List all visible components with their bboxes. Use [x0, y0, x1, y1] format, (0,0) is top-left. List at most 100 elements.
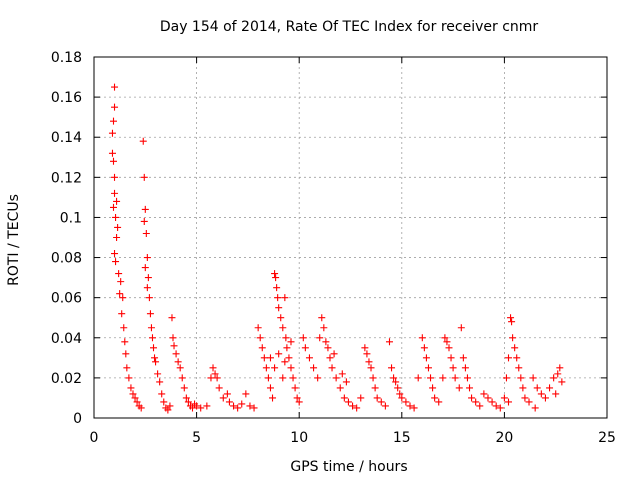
data-point: [281, 358, 289, 366]
x-tick-label: 25: [598, 430, 616, 446]
data-point: [330, 350, 338, 358]
data-point: [519, 384, 527, 392]
y-tick-label: 0.04: [51, 331, 82, 347]
y-tick-label: 0.06: [51, 291, 82, 307]
data-point: [500, 394, 508, 402]
data-point: [160, 398, 168, 406]
data-point: [406, 402, 414, 410]
data-point: [513, 354, 521, 362]
data-point: [369, 374, 377, 382]
data-point: [558, 378, 566, 386]
data-point: [554, 370, 562, 378]
data-point: [283, 344, 291, 352]
data-point: [112, 213, 120, 221]
data-point: [166, 402, 174, 410]
data-point: [250, 404, 258, 412]
data-point: [170, 342, 178, 350]
data-point: [505, 398, 513, 406]
data-point: [414, 374, 422, 382]
data-point: [293, 394, 301, 402]
data-point: [531, 404, 539, 412]
data-point: [353, 404, 361, 412]
data-point: [320, 324, 328, 332]
data-point: [332, 374, 340, 382]
data-point: [277, 314, 285, 322]
data-point: [139, 137, 147, 145]
data-point: [480, 390, 488, 398]
x-tick-label: 5: [192, 430, 201, 446]
data-point: [396, 390, 404, 398]
data-point: [427, 374, 435, 382]
data-point: [111, 250, 119, 258]
data-point: [264, 374, 272, 382]
data-point: [556, 364, 564, 372]
data-point: [443, 338, 451, 346]
data-point: [238, 400, 246, 408]
data-point: [492, 402, 500, 410]
data-point: [431, 394, 439, 402]
data-point: [148, 334, 156, 342]
data-point: [184, 398, 192, 406]
data-point: [340, 394, 348, 402]
chart-title: Day 154 of 2014, Rate Of TEC Index for r…: [160, 19, 539, 35]
data-point: [488, 398, 496, 406]
data-point: [418, 334, 426, 342]
data-point: [282, 334, 290, 342]
data-point: [109, 203, 117, 211]
y-tick-label: 0.18: [51, 50, 82, 66]
data-point: [533, 384, 541, 392]
data-point: [129, 390, 137, 398]
data-point: [435, 398, 443, 406]
data-point: [180, 384, 188, 392]
data-point: [113, 197, 121, 205]
data-point: [367, 364, 375, 372]
data-point: [279, 374, 287, 382]
data-point: [266, 384, 274, 392]
data-point: [207, 374, 215, 382]
data-point: [133, 398, 141, 406]
y-tick-label: 0: [73, 411, 82, 427]
data-point: [338, 370, 346, 378]
data-point: [310, 364, 318, 372]
data-point: [108, 149, 116, 157]
data-point: [141, 264, 149, 272]
data-point: [521, 394, 529, 402]
data-point: [140, 217, 148, 225]
data-point: [137, 404, 145, 412]
data-point: [262, 364, 270, 372]
data-point: [125, 374, 133, 382]
data-point: [256, 334, 264, 342]
data-point: [507, 314, 515, 322]
data-point: [388, 364, 396, 372]
y-tick-label: 0.02: [51, 371, 82, 387]
data-point: [377, 398, 385, 406]
data-point: [111, 103, 119, 111]
data-point: [193, 402, 201, 410]
x-tick-label: 10: [290, 430, 308, 446]
y-tick-label: 0.1: [60, 210, 82, 226]
data-point: [281, 294, 289, 302]
data-point: [203, 402, 211, 410]
data-point: [394, 384, 402, 392]
data-point: [112, 258, 120, 266]
x-tick-label: 0: [90, 430, 99, 446]
data-point: [156, 378, 164, 386]
data-point: [381, 402, 389, 410]
data-point: [234, 404, 242, 412]
data-point: [318, 314, 326, 322]
data-point: [365, 358, 373, 366]
data-point: [143, 254, 151, 262]
data-point: [322, 338, 330, 346]
data-point: [508, 318, 516, 326]
data-point: [328, 364, 336, 372]
data-point: [146, 310, 154, 318]
data-point: [158, 390, 166, 398]
data-point: [275, 350, 283, 358]
data-point: [505, 354, 513, 362]
data-point: [552, 390, 560, 398]
data-point: [118, 310, 126, 318]
data-point: [468, 394, 476, 402]
data-point: [447, 354, 455, 362]
data-point: [509, 334, 517, 342]
